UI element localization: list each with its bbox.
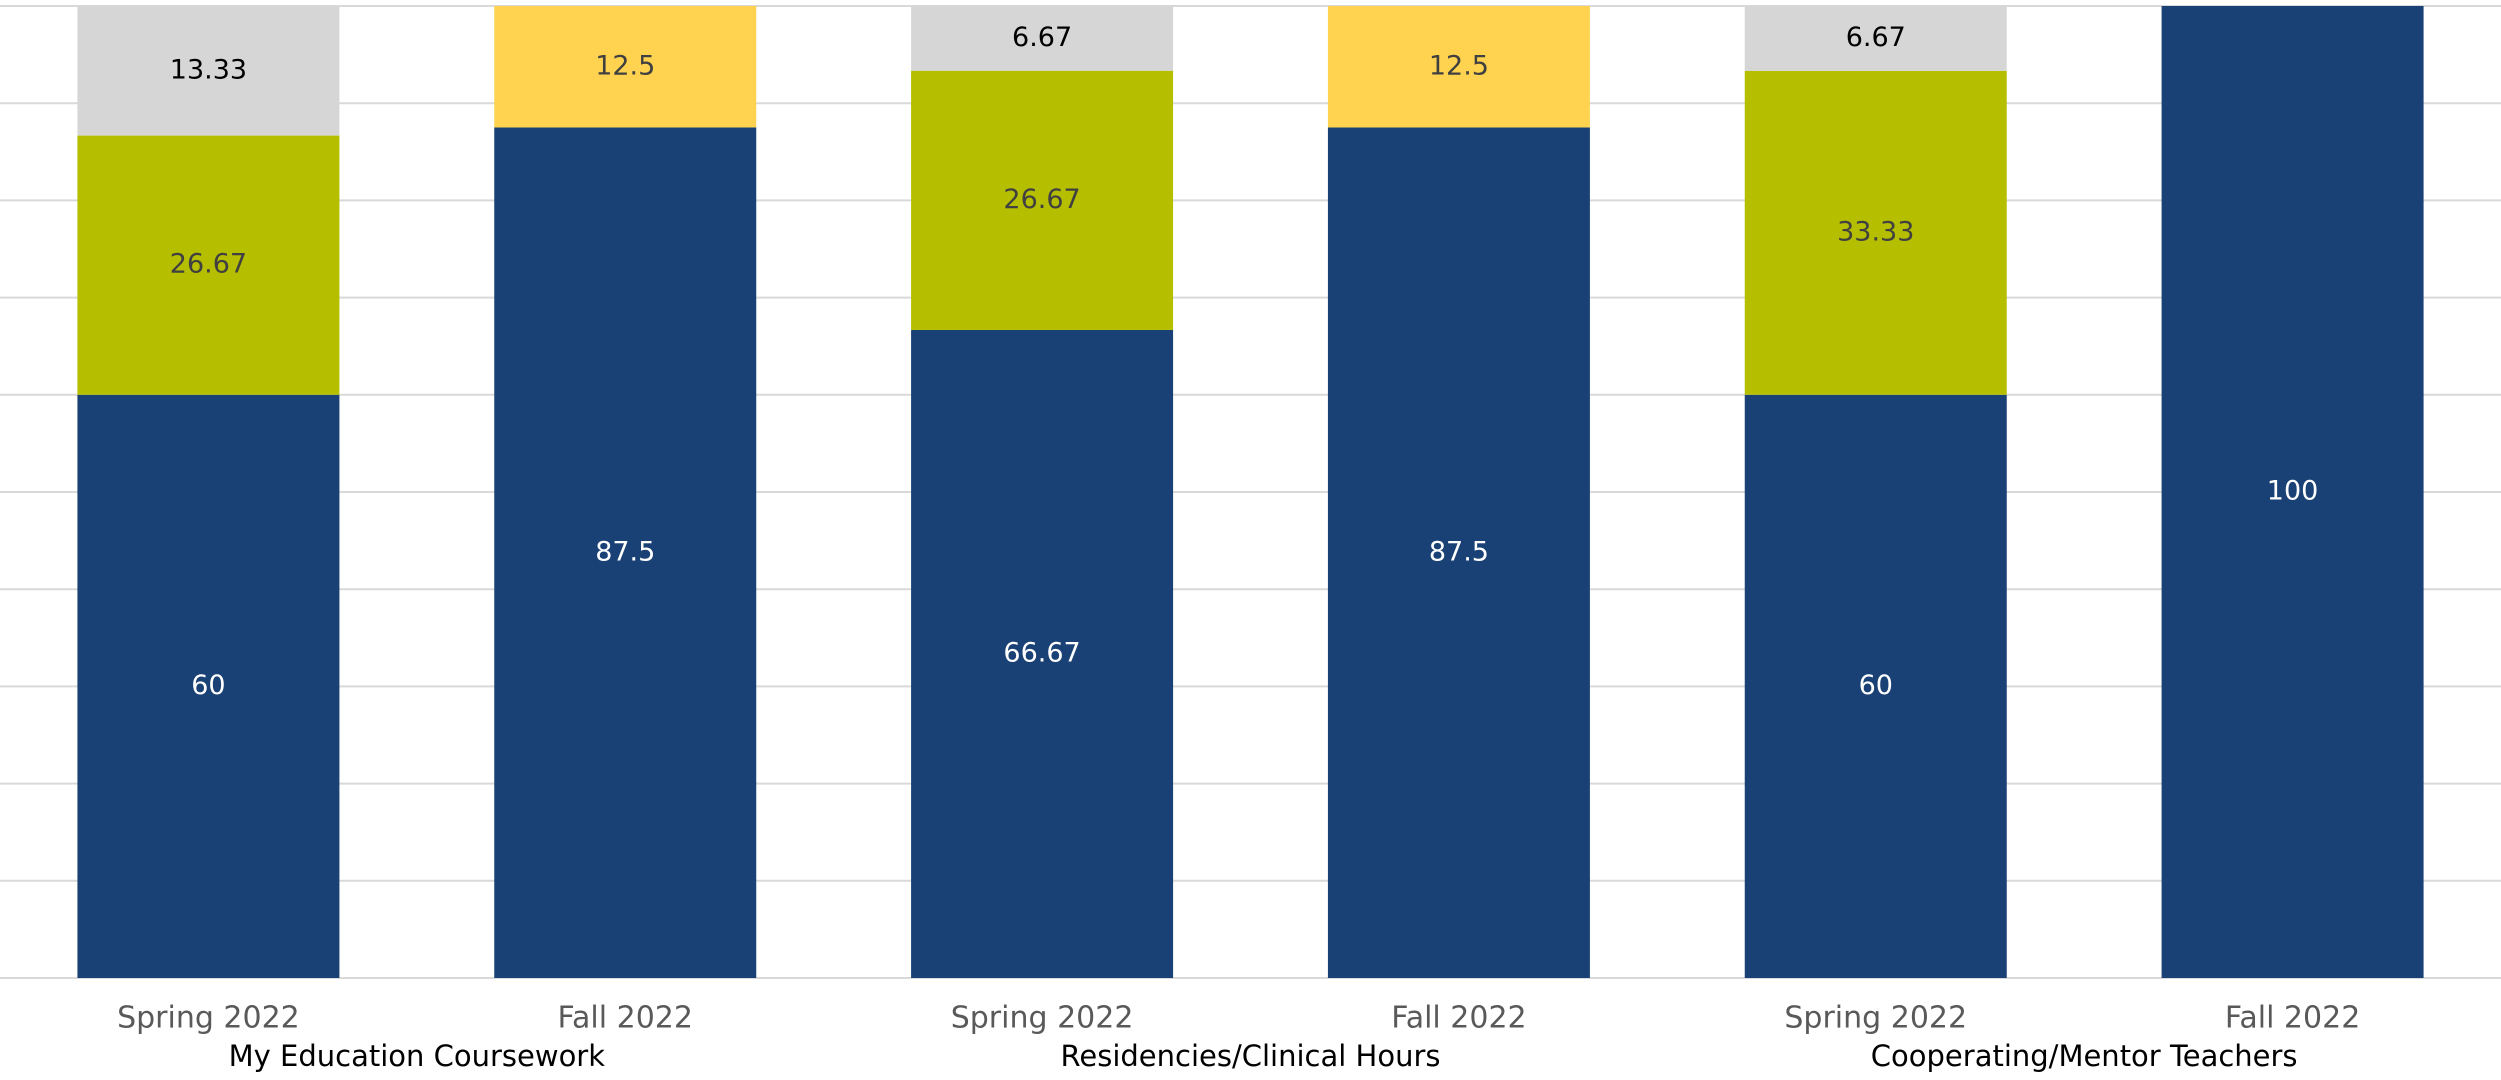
bar-segment (77, 394, 340, 978)
data-label: 60 (191, 670, 225, 701)
bar-segment (1744, 70, 2007, 395)
bar-segment (77, 135, 340, 395)
bar-segment (911, 5, 1174, 71)
bar-segment (2161, 6, 2424, 978)
group-label: My Education Coursework (229, 1039, 606, 1073)
data-label: 33.33 (1837, 216, 1914, 247)
data-label: 60 (1859, 670, 1893, 701)
bar-segment (1744, 6, 2007, 71)
data-label: 100 (2267, 476, 2319, 507)
data-label: 87.5 (595, 536, 655, 567)
data-label: 26.67 (170, 249, 247, 280)
data-label: 26.67 (1003, 184, 1080, 215)
data-label: 12.5 (1429, 50, 1489, 81)
x-tick-label: Spring 2022 (1784, 1001, 1967, 1036)
data-label: 6.67 (1846, 22, 1906, 53)
bar-segment (494, 127, 757, 978)
bar-segment (1327, 127, 1590, 978)
data-label: 13.33 (170, 54, 247, 85)
bar-segment (1327, 6, 1590, 128)
x-tick-label: Fall 2022 (558, 1001, 693, 1036)
data-label: 66.67 (1003, 637, 1080, 668)
data-label: 6.67 (1012, 22, 1072, 53)
bar-segment (911, 70, 1174, 330)
x-tick-label: Fall 2022 (2225, 1001, 2360, 1036)
group-label: Residencies/Clinical Hours (1061, 1039, 1441, 1073)
x-tick-label: Spring 2022 (951, 1001, 1134, 1036)
bar-segment (911, 329, 1174, 978)
bar-segment (77, 6, 340, 136)
x-tick-label: Fall 2022 (1391, 1001, 1526, 1036)
bar-segment (494, 6, 757, 128)
data-label: 12.5 (595, 50, 655, 81)
group-label: Cooperating/Mentor Teachers (1871, 1039, 2298, 1073)
x-tick-label: Spring 2022 (117, 1001, 300, 1036)
bar-segment (1744, 394, 2007, 978)
data-label: 87.5 (1429, 536, 1489, 567)
